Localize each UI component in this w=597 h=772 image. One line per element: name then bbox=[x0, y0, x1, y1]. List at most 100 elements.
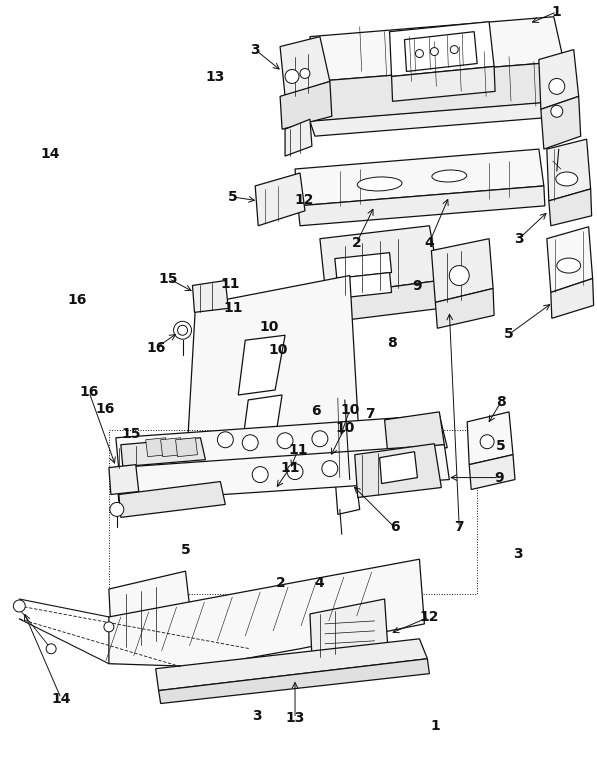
Text: 6: 6 bbox=[390, 520, 399, 534]
Polygon shape bbox=[310, 17, 564, 81]
Circle shape bbox=[104, 622, 114, 631]
Text: 13: 13 bbox=[285, 712, 304, 726]
Circle shape bbox=[549, 79, 565, 94]
Text: 8: 8 bbox=[496, 395, 506, 409]
Bar bbox=[109, 430, 477, 594]
Text: 16: 16 bbox=[96, 402, 115, 416]
Text: 6: 6 bbox=[312, 404, 321, 418]
Text: 8: 8 bbox=[387, 336, 397, 350]
Text: 1: 1 bbox=[430, 720, 440, 733]
Circle shape bbox=[174, 321, 192, 339]
Circle shape bbox=[450, 46, 458, 53]
Text: 10: 10 bbox=[340, 403, 359, 417]
Polygon shape bbox=[242, 395, 282, 445]
Circle shape bbox=[480, 435, 494, 449]
Ellipse shape bbox=[557, 258, 581, 273]
Text: 11: 11 bbox=[223, 300, 243, 315]
Polygon shape bbox=[469, 455, 515, 489]
Polygon shape bbox=[111, 614, 192, 664]
Polygon shape bbox=[539, 49, 578, 110]
Circle shape bbox=[322, 461, 338, 476]
Polygon shape bbox=[192, 280, 228, 313]
Polygon shape bbox=[109, 571, 190, 631]
Polygon shape bbox=[355, 444, 441, 497]
Polygon shape bbox=[392, 66, 495, 101]
Text: 13: 13 bbox=[205, 70, 225, 84]
Polygon shape bbox=[335, 469, 360, 514]
Circle shape bbox=[285, 69, 299, 83]
Polygon shape bbox=[384, 412, 444, 452]
Polygon shape bbox=[435, 289, 494, 328]
Polygon shape bbox=[161, 438, 183, 457]
Polygon shape bbox=[176, 438, 198, 457]
Circle shape bbox=[430, 48, 438, 56]
Text: 11: 11 bbox=[220, 277, 240, 291]
Polygon shape bbox=[295, 149, 544, 206]
Polygon shape bbox=[320, 225, 439, 296]
Polygon shape bbox=[255, 173, 305, 225]
Polygon shape bbox=[238, 335, 285, 395]
Polygon shape bbox=[109, 559, 424, 667]
Circle shape bbox=[416, 49, 423, 58]
Polygon shape bbox=[116, 445, 450, 502]
Text: 16: 16 bbox=[146, 341, 165, 355]
Text: 2: 2 bbox=[352, 235, 362, 249]
Polygon shape bbox=[285, 119, 312, 156]
Text: 4: 4 bbox=[315, 576, 324, 590]
Text: 5: 5 bbox=[496, 439, 506, 453]
Circle shape bbox=[46, 644, 56, 654]
Ellipse shape bbox=[556, 172, 578, 186]
Circle shape bbox=[177, 325, 187, 335]
Circle shape bbox=[300, 69, 310, 79]
Polygon shape bbox=[186, 276, 360, 479]
Text: 9: 9 bbox=[413, 279, 422, 293]
Polygon shape bbox=[390, 22, 494, 76]
Text: 7: 7 bbox=[365, 407, 375, 421]
Text: 12: 12 bbox=[420, 610, 439, 624]
Text: 12: 12 bbox=[295, 193, 314, 207]
Polygon shape bbox=[146, 438, 168, 457]
Ellipse shape bbox=[357, 177, 402, 191]
Text: 15: 15 bbox=[121, 427, 141, 441]
Text: 16: 16 bbox=[79, 385, 99, 399]
Polygon shape bbox=[549, 189, 592, 225]
Text: 5: 5 bbox=[504, 327, 514, 341]
Text: 1: 1 bbox=[552, 5, 562, 19]
Text: 11: 11 bbox=[280, 461, 300, 475]
Text: 3: 3 bbox=[252, 709, 261, 723]
Circle shape bbox=[252, 466, 268, 482]
Polygon shape bbox=[551, 279, 593, 318]
Text: 15: 15 bbox=[159, 272, 179, 286]
Text: 9: 9 bbox=[494, 471, 504, 485]
Text: 4: 4 bbox=[424, 235, 434, 249]
Polygon shape bbox=[159, 659, 429, 703]
Text: 3: 3 bbox=[514, 232, 524, 245]
Circle shape bbox=[312, 431, 328, 447]
Polygon shape bbox=[315, 62, 564, 121]
Text: 16: 16 bbox=[68, 293, 87, 307]
Text: 14: 14 bbox=[51, 692, 71, 706]
Text: 5: 5 bbox=[181, 543, 190, 557]
Text: 10: 10 bbox=[259, 320, 278, 334]
Ellipse shape bbox=[432, 170, 467, 182]
Polygon shape bbox=[335, 273, 392, 299]
Polygon shape bbox=[432, 239, 493, 303]
Polygon shape bbox=[298, 186, 545, 225]
Text: 2: 2 bbox=[276, 576, 285, 590]
Text: 10: 10 bbox=[335, 421, 355, 435]
Polygon shape bbox=[119, 482, 225, 517]
Polygon shape bbox=[121, 438, 205, 466]
Polygon shape bbox=[156, 638, 427, 691]
Text: 5: 5 bbox=[227, 190, 237, 204]
Text: 14: 14 bbox=[41, 147, 60, 161]
Polygon shape bbox=[280, 36, 330, 96]
Circle shape bbox=[551, 105, 563, 117]
Text: 11: 11 bbox=[288, 442, 307, 457]
Polygon shape bbox=[547, 227, 593, 293]
Polygon shape bbox=[109, 465, 139, 495]
Circle shape bbox=[13, 600, 25, 612]
Text: 7: 7 bbox=[454, 520, 464, 534]
Text: 3: 3 bbox=[250, 42, 260, 56]
Circle shape bbox=[287, 464, 303, 479]
Polygon shape bbox=[405, 32, 477, 72]
